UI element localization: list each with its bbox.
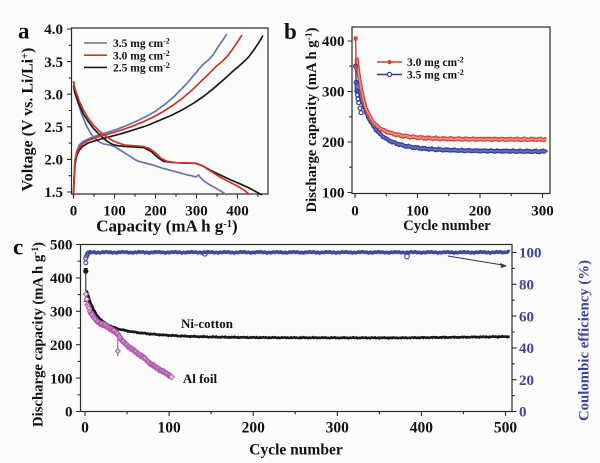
- svg-text:1.5: 1.5: [44, 185, 63, 201]
- svg-text:0: 0: [70, 204, 78, 220]
- svg-text:Coulombic efficiency (%): Coulombic efficiency (%): [577, 260, 593, 421]
- svg-text:200: 200: [144, 204, 167, 220]
- svg-text:100: 100: [322, 186, 345, 202]
- svg-text:200: 200: [242, 420, 266, 437]
- svg-text:2.5 mg cm-2: 2.5 mg cm-2: [113, 61, 170, 75]
- svg-text:20: 20: [519, 373, 534, 389]
- svg-text:200: 200: [322, 135, 345, 151]
- svg-text:100: 100: [50, 371, 73, 387]
- svg-text:c: c: [13, 235, 23, 260]
- svg-text:0: 0: [519, 405, 527, 421]
- svg-text:80: 80: [519, 278, 534, 294]
- svg-text:100: 100: [103, 204, 126, 220]
- svg-text:500: 500: [50, 238, 73, 254]
- svg-text:400: 400: [50, 271, 73, 287]
- svg-text:3.0 mg cm-2: 3.0 mg cm-2: [407, 56, 464, 70]
- svg-text:60: 60: [519, 309, 534, 325]
- svg-text:a: a: [18, 19, 30, 44]
- svg-text:300: 300: [326, 420, 350, 437]
- svg-text:3.5: 3.5: [44, 55, 63, 71]
- svg-text:3.0: 3.0: [44, 87, 63, 103]
- svg-text:400: 400: [410, 420, 434, 437]
- svg-text:200: 200: [469, 204, 492, 220]
- svg-text:Al foil: Al foil: [183, 371, 218, 386]
- svg-text:200: 200: [50, 338, 73, 354]
- svg-text:0: 0: [65, 405, 73, 421]
- svg-text:3.5 mg cm-2: 3.5 mg cm-2: [407, 68, 464, 82]
- svg-text:500: 500: [494, 420, 518, 437]
- svg-text:400: 400: [226, 204, 249, 220]
- svg-text:100: 100: [519, 246, 542, 262]
- svg-text:2.5: 2.5: [44, 120, 63, 136]
- svg-text:Cycle number: Cycle number: [403, 218, 491, 234]
- svg-text:40: 40: [519, 341, 534, 357]
- svg-text:Discharge capacity (mA h g-1): Discharge capacity (mA h g-1): [304, 27, 320, 212]
- svg-text:300: 300: [50, 305, 73, 321]
- svg-text:100: 100: [157, 420, 181, 437]
- svg-text:3.5 mg cm-2: 3.5 mg cm-2: [113, 37, 170, 51]
- svg-text:300: 300: [322, 85, 345, 101]
- svg-text:4.0: 4.0: [44, 22, 63, 38]
- svg-text:Discharge capacity (mA h g-1): Discharge capacity (mA h g-1): [31, 242, 47, 427]
- svg-text:300: 300: [531, 204, 554, 220]
- svg-text:Cycle number: Cycle number: [249, 442, 343, 459]
- svg-text:0: 0: [81, 420, 89, 437]
- svg-text:2.0: 2.0: [44, 153, 63, 169]
- svg-text:400: 400: [322, 34, 345, 50]
- svg-text:b: b: [284, 19, 297, 44]
- svg-text:Voltage (V vs. Li/Li+): Voltage (V vs. Li/Li+): [20, 48, 37, 192]
- svg-text:Capacity (mA h g-1): Capacity (mA h g-1): [96, 217, 237, 236]
- svg-text:100: 100: [406, 204, 429, 220]
- svg-text:3.0 mg cm-2: 3.0 mg cm-2: [113, 49, 170, 63]
- svg-text:0: 0: [351, 204, 359, 220]
- svg-text:300: 300: [185, 204, 208, 220]
- svg-text:Ni-cotton: Ni-cotton: [181, 316, 234, 331]
